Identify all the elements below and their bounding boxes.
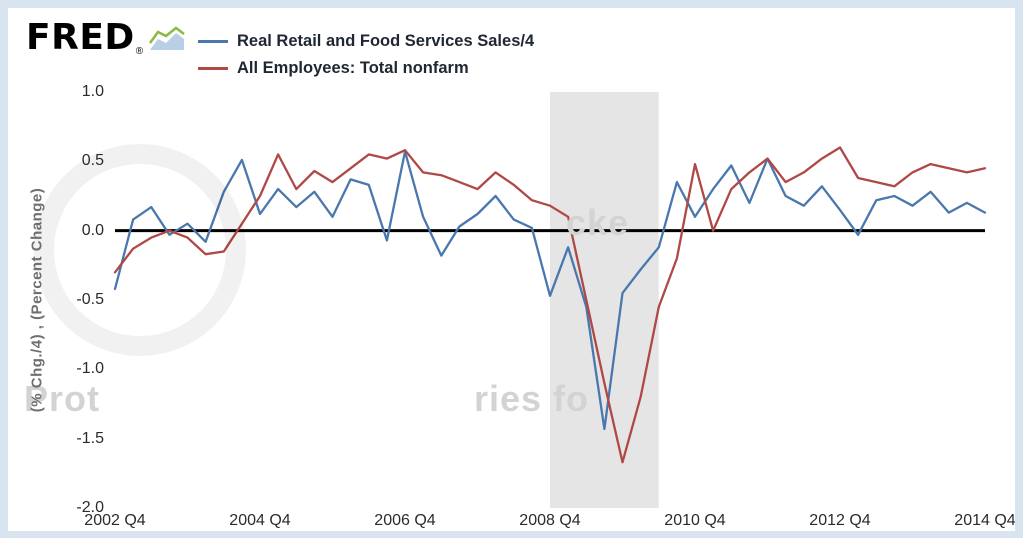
- frame-border-top: [0, 0, 1023, 8]
- legend: Real Retail and Food Services Sales/4 Al…: [198, 28, 534, 82]
- legend-label-retail-sales: Real Retail and Food Services Sales/4: [237, 32, 535, 50]
- frame-border-bottom: [0, 531, 1023, 538]
- y-axis-title: (% Chg./4) , (Percent Change): [28, 187, 46, 413]
- legend-label-total-nonfarm: All Employees: Total nonfarm: [237, 59, 469, 77]
- legend-item-total-nonfarm: All Employees: Total nonfarm: [198, 55, 534, 82]
- frame-border-left: [0, 0, 8, 538]
- frame-border-right: [1015, 0, 1023, 538]
- fred-logo: FRED ®: [26, 20, 186, 57]
- fred-sparkline-icon: [149, 26, 185, 50]
- legend-item-retail-sales: Real Retail and Food Services Sales/4: [198, 28, 534, 55]
- recession-band: [550, 92, 659, 508]
- fred-logo-text: FRED: [26, 17, 135, 58]
- nonfarm-line-swatch: [198, 67, 228, 70]
- series-line-0: [113, 150, 987, 431]
- retail-sales-line-swatch: [198, 40, 228, 43]
- registered-mark-icon: ®: [135, 46, 144, 57]
- series-line-1: [113, 146, 987, 464]
